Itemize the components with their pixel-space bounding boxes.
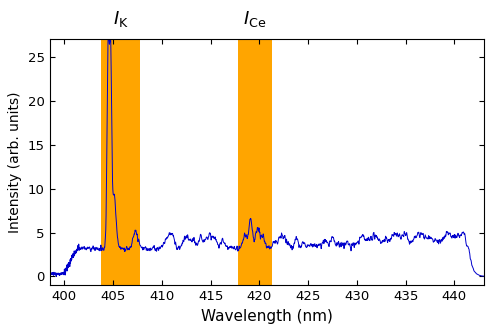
Y-axis label: Intensity (arb. units): Intensity (arb. units)	[8, 92, 22, 233]
Text: $I_\mathrm{K}$: $I_\mathrm{K}$	[113, 9, 129, 29]
Bar	[101, 39, 140, 285]
Bar	[238, 39, 272, 285]
Text: $I_\mathrm{Ce}$: $I_\mathrm{Ce}$	[243, 9, 266, 29]
X-axis label: Wavelength (nm): Wavelength (nm)	[201, 309, 333, 324]
